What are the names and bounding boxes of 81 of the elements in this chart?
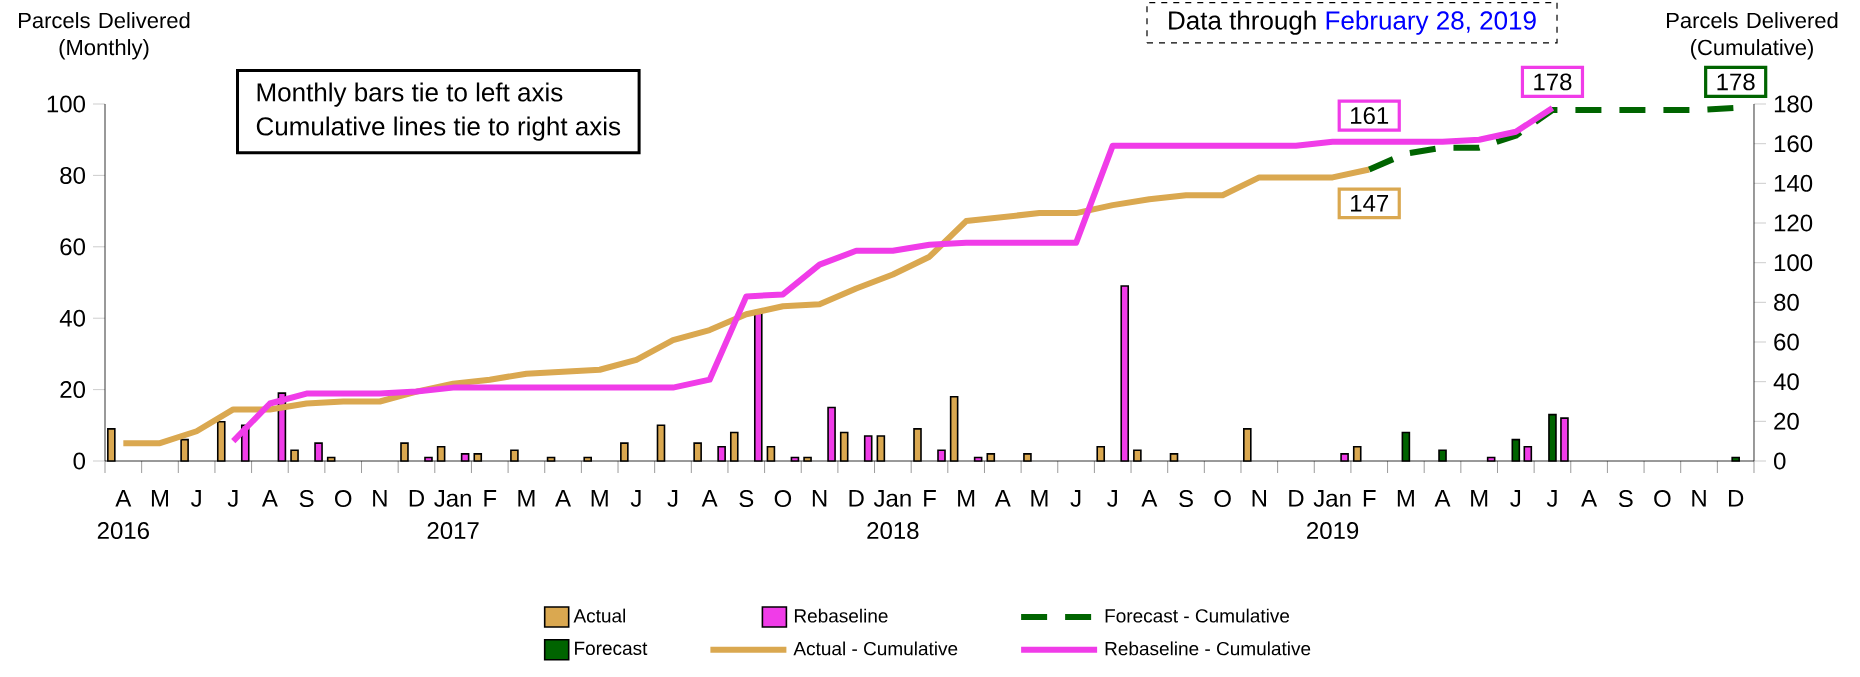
x-tick-label: M xyxy=(591,490,608,507)
x-tick-label: J xyxy=(1546,490,1557,507)
x-tick-label: N xyxy=(373,490,387,507)
legend-label: Rebaseline xyxy=(794,608,888,623)
text: Data through xyxy=(1169,10,1316,35)
y2-tick-label: 140 xyxy=(1774,174,1813,192)
text: 2017 xyxy=(427,522,479,540)
x-tick-label: F xyxy=(1363,490,1376,507)
legend-label: Forecast - Cumulative xyxy=(1105,608,1290,623)
data-label: 161 xyxy=(1351,107,1389,125)
y2-tick-label: 120 xyxy=(1774,214,1813,232)
y2-tick-label: 180 xyxy=(1774,95,1813,113)
y-tick-label: 20 xyxy=(60,381,86,399)
x-tick-label: A xyxy=(1581,490,1598,507)
x-tick-label: D xyxy=(409,490,424,507)
x-tick-label: S xyxy=(1179,490,1193,508)
y-tick-label: 60 xyxy=(60,238,86,256)
x-tick-label: M xyxy=(151,490,168,507)
x-tick-label: N xyxy=(812,490,827,507)
text: February 28, 2019 xyxy=(1326,10,1536,35)
x-tick-label: O xyxy=(1654,490,1671,508)
y-tick-label: 100 xyxy=(47,95,86,113)
x-tick-label: M xyxy=(1397,490,1414,507)
annotation: Monthly bars tie to left axis xyxy=(257,82,563,107)
x-tick-label: J xyxy=(1070,490,1081,507)
y2-tick-label: 160 xyxy=(1774,135,1813,153)
x-tick-label: A xyxy=(555,490,572,507)
x-tick-label: A xyxy=(115,490,132,507)
x-tick-label: M xyxy=(518,490,535,507)
text: 2018 xyxy=(867,522,919,540)
y2-axis-title: Parcels Delivered (Cumulative) xyxy=(1667,12,1838,60)
x-tick-label: A xyxy=(1434,490,1451,507)
y2-tick-label: 100 xyxy=(1774,254,1813,272)
x-tick-label: S xyxy=(739,490,754,508)
y2-tick-label: 40 xyxy=(1773,373,1799,391)
x-tick-label: D xyxy=(1728,490,1744,507)
x-tick-label: S xyxy=(1618,490,1633,508)
x-tick-label: A xyxy=(701,490,718,507)
x-tick-label: A xyxy=(261,490,278,507)
x-tick-label: J xyxy=(227,490,238,507)
x-tick-label: O xyxy=(1214,490,1231,508)
x-tick-label: N xyxy=(1692,490,1706,507)
x-tick-label: D xyxy=(849,490,864,507)
text: 2019 xyxy=(1307,522,1359,540)
y-tick-label: 40 xyxy=(59,309,86,327)
x-tick-label: Jan xyxy=(873,490,911,507)
x-tick-label: A xyxy=(1141,490,1158,507)
y2-tick-label: 20 xyxy=(1774,412,1799,430)
x-tick-label: S xyxy=(299,490,314,508)
x-tick-label: O xyxy=(774,490,792,508)
x-tick-label: D xyxy=(1289,490,1304,507)
x-tick-label: O xyxy=(334,490,352,508)
x-tick-label: J xyxy=(190,490,201,507)
x-tick-label: Jan xyxy=(434,490,471,507)
legend-label: Forecast xyxy=(575,641,648,656)
x-tick-label: M xyxy=(958,490,975,507)
x-tick-label: Jan xyxy=(1313,490,1351,507)
x-tick-label: J xyxy=(1107,490,1117,507)
text: 2016 xyxy=(97,522,149,540)
y-tick-label: 0 xyxy=(73,452,86,470)
x-tick-label: M xyxy=(1471,490,1488,507)
y-axis-title: Parcels Delivered (Monthly) xyxy=(19,12,190,60)
x-tick-label: F xyxy=(484,490,497,507)
data-label: 147 xyxy=(1351,195,1389,212)
y2-tick-label: 60 xyxy=(1774,333,1799,351)
data-label: 178 xyxy=(1717,73,1755,91)
y2-tick-label: 80 xyxy=(1774,293,1799,311)
x-tick-label: A xyxy=(994,490,1011,507)
legend-label: Actual xyxy=(573,608,626,623)
data-label: 178 xyxy=(1534,73,1572,91)
x-tick-label: N xyxy=(1252,490,1267,507)
y2-tick-label: 0 xyxy=(1774,452,1786,470)
x-tick-label: J xyxy=(630,490,641,507)
legend-label: Actual - Cumulative xyxy=(793,641,958,656)
x-tick-label: J xyxy=(1510,490,1521,507)
legend-label: Rebaseline - Cumulative xyxy=(1105,641,1311,656)
y-tick-label: 80 xyxy=(60,166,86,184)
x-tick-label: J xyxy=(667,490,678,507)
x-tick-label: F xyxy=(924,490,936,507)
x-tick-label: M xyxy=(1031,490,1048,507)
annotation: Cumulative lines tie to right axis xyxy=(256,116,621,141)
